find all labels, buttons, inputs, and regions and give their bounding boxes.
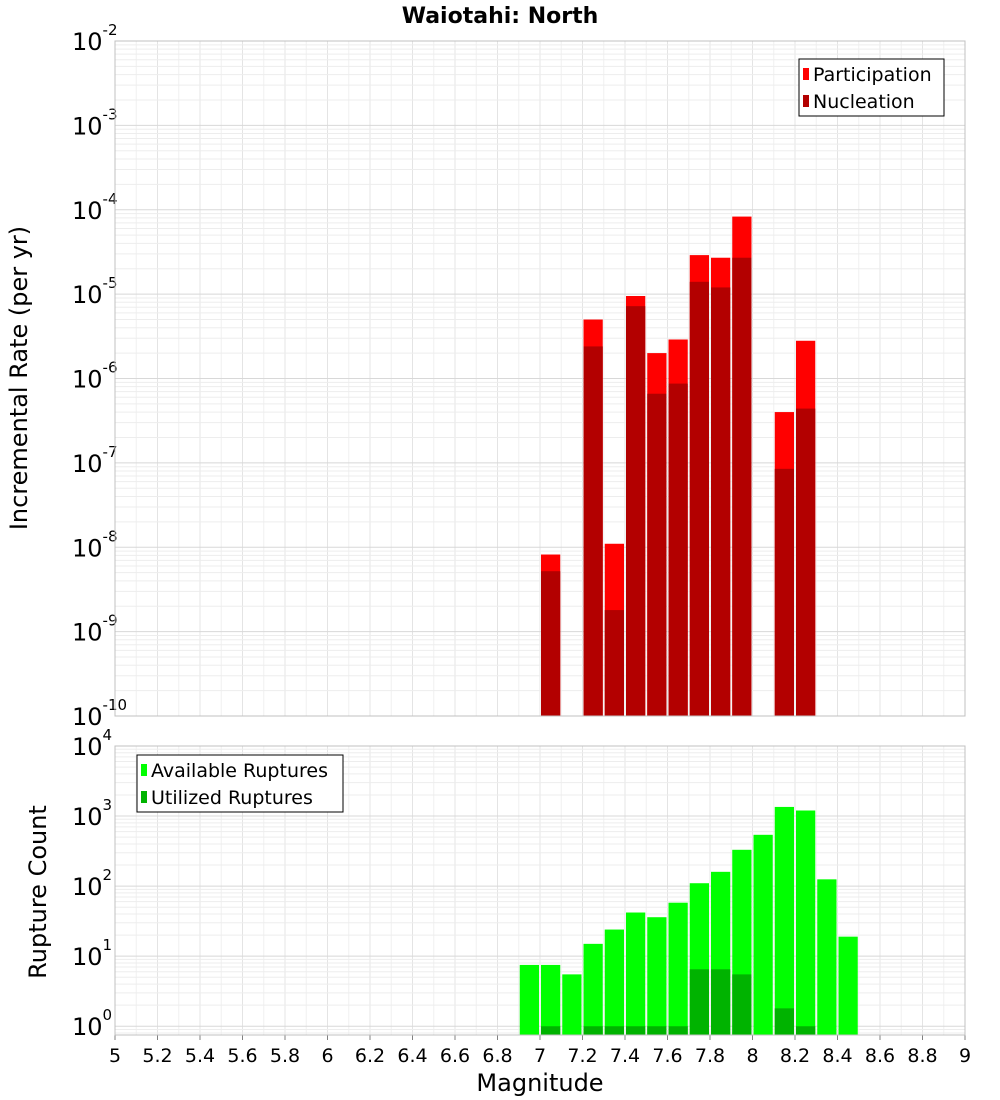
count-bar-secondary <box>689 969 709 1035</box>
count-bar-secondary <box>774 1008 794 1035</box>
count-y-tick-label: 103 <box>72 796 112 831</box>
rate-y-tick-label: 10-10 <box>72 696 127 731</box>
x-tick-label: 6 <box>321 1045 333 1067</box>
count-y-axis-label: Rupture Count <box>24 805 52 979</box>
rate-y-tick-label: 10-3 <box>72 105 118 140</box>
count-bar-primary <box>647 917 667 1035</box>
count-bar-secondary <box>604 1026 624 1035</box>
count-legend-box <box>136 754 344 813</box>
count-legend-label: Available Ruptures <box>151 760 328 782</box>
rate-bar-secondary <box>583 346 603 716</box>
count-bar-primary <box>817 879 837 1035</box>
rate-y-axis-label: Incremental Rate (per yr) <box>5 226 33 530</box>
x-tick-label: 5.4 <box>185 1045 215 1067</box>
x-tick-label: 8.6 <box>865 1045 895 1067</box>
x-tick-label: 8.8 <box>907 1045 937 1067</box>
count-y-tick-label: 101 <box>72 936 112 971</box>
x-tick-label: 7.4 <box>610 1045 640 1067</box>
count-panel: 100 101 102 103 104 5 5.2 5.4 5.6 5.8 6 6.2 6.4 6.6 6… <box>24 726 971 1097</box>
count-legend-label: Utilized Ruptures <box>151 787 313 809</box>
count-legend: Available Ruptures Utilized Ruptures <box>136 754 344 813</box>
x-tick-label: 8 <box>746 1045 758 1067</box>
chart-title: Waiotahi: North <box>402 4 599 29</box>
count-bar-primary <box>562 974 582 1035</box>
rate-bar-secondary <box>774 468 794 716</box>
count-y-tick-label: 102 <box>72 866 112 901</box>
count-legend-swatch <box>141 764 147 776</box>
rate-y-tick-label: 10-2 <box>72 21 118 56</box>
count-bar-primary <box>774 806 794 1035</box>
magnitude-x-ticks: 5 5.2 5.4 5.6 5.8 6 6.2 6.4 6.6 6.8 7 7.2 7.4 7.6 7.8 8… <box>109 1035 971 1067</box>
x-tick-label: 8.4 <box>822 1045 852 1067</box>
rate-bar-secondary <box>711 287 731 716</box>
count-bar-secondary <box>711 969 731 1035</box>
count-bar-primary <box>753 834 773 1035</box>
count-y-tick-label: 104 <box>72 726 112 761</box>
x-tick-label: 5.2 <box>142 1045 172 1067</box>
count-bar-primary <box>796 810 816 1035</box>
x-tick-label: 7.8 <box>695 1045 725 1067</box>
rate-legend-label: Participation <box>813 64 932 86</box>
rate-bars <box>541 216 816 716</box>
x-tick-label: 6.4 <box>397 1045 427 1067</box>
count-bar-primary <box>583 943 603 1035</box>
count-bar-secondary <box>626 1026 646 1035</box>
count-bar-secondary <box>583 1026 603 1035</box>
rate-legend-label: Nucleation <box>813 91 915 113</box>
x-tick-label: 6.2 <box>355 1045 385 1067</box>
count-bar-secondary <box>647 1026 667 1035</box>
count-bars <box>519 806 858 1035</box>
rate-gridlines <box>114 40 966 717</box>
x-axis-label: Magnitude <box>476 1069 603 1097</box>
count-y-ticks: 100 101 102 103 104 <box>72 726 112 1041</box>
rate-bar-secondary <box>732 257 752 716</box>
rate-bar-secondary <box>668 383 688 716</box>
count-plot-border <box>114 745 966 1036</box>
rate-bar-secondary <box>626 306 646 716</box>
x-tick-label: 7.6 <box>652 1045 682 1067</box>
rate-bar-secondary <box>647 393 667 716</box>
count-bar-primary <box>668 902 688 1035</box>
rate-y-tick-label: 10-9 <box>72 612 118 647</box>
rate-legend-swatch <box>803 95 809 107</box>
count-bar-secondary <box>668 1026 688 1035</box>
count-bar-primary <box>604 929 624 1035</box>
rate-y-tick-label: 10-5 <box>72 274 118 309</box>
x-tick-label: 9 <box>959 1045 971 1067</box>
x-tick-label: 8.2 <box>780 1045 810 1067</box>
rate-panel: 10-10 10-9 10-8 10-7 10-6 10-5 10-4 10-3 10-2 In… <box>5 21 966 731</box>
x-tick-label: 5.8 <box>270 1045 300 1067</box>
count-y-tick-label: 100 <box>72 1006 112 1041</box>
rate-y-tick-label: 10-7 <box>72 443 118 478</box>
count-bar-primary <box>838 936 858 1035</box>
x-tick-label: 6.8 <box>482 1045 512 1067</box>
x-tick-label: 7.2 <box>567 1045 597 1067</box>
x-tick-label: 7 <box>534 1045 546 1067</box>
count-legend-swatch <box>141 791 147 803</box>
rate-plot-border <box>114 40 966 717</box>
rate-bar-secondary <box>796 408 816 716</box>
count-bar-secondary <box>796 1026 816 1035</box>
rate-y-tick-label: 10-6 <box>72 359 118 394</box>
count-bar-primary <box>626 912 646 1035</box>
count-bar-secondary <box>541 1026 561 1035</box>
x-tick-label: 6.6 <box>440 1045 470 1067</box>
x-tick-label: 5 <box>109 1045 121 1067</box>
rate-bar-secondary <box>604 610 624 716</box>
rate-y-tick-label: 10-4 <box>72 190 118 225</box>
rate-legend-box <box>798 58 945 117</box>
count-bar-primary <box>541 964 561 1035</box>
rate-y-ticks: 10-10 10-9 10-8 10-7 10-6 10-5 10-4 10-3 10-2 <box>72 21 127 731</box>
rate-legend: Participation Nucleation <box>798 58 945 117</box>
rate-legend-swatch <box>803 68 809 80</box>
rate-bar-secondary <box>541 571 561 716</box>
rate-bar-secondary <box>689 281 709 716</box>
count-bar-primary <box>519 964 539 1035</box>
x-tick-label: 5.6 <box>227 1045 257 1067</box>
count-bar-secondary <box>732 974 752 1035</box>
rate-y-tick-label: 10-8 <box>72 527 118 562</box>
